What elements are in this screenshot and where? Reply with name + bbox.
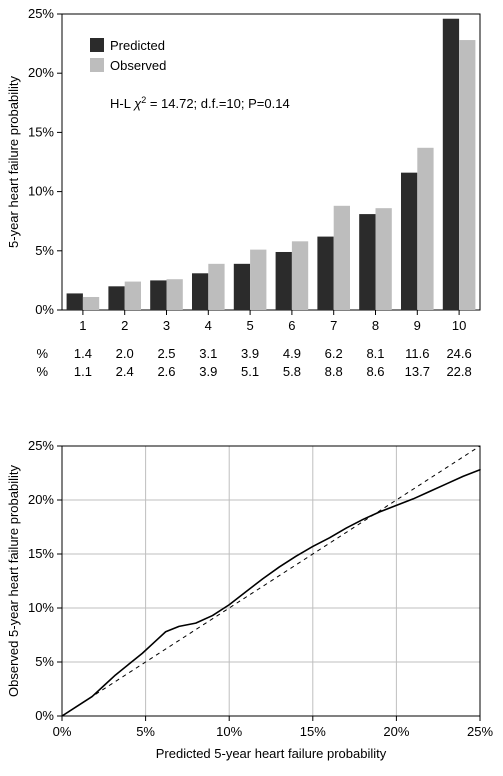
figure-page: 0%5%10%15%20%25%5-year heart failure pro… bbox=[0, 0, 503, 776]
row2-value: 1.1 bbox=[74, 364, 92, 379]
bar-predicted bbox=[317, 237, 333, 310]
bar-observed bbox=[459, 40, 475, 310]
x-tick-label: 10% bbox=[216, 724, 242, 739]
bar-predicted bbox=[443, 19, 459, 310]
y-tick-label: 15% bbox=[28, 546, 54, 561]
bar-observed bbox=[292, 241, 308, 310]
y-tick-label: 15% bbox=[28, 124, 54, 139]
bar-predicted bbox=[276, 252, 292, 310]
y-tick-label: 20% bbox=[28, 492, 54, 507]
y-tick-label: 0% bbox=[35, 302, 54, 317]
row1-value: 1.4 bbox=[74, 346, 92, 361]
x-tick-label: 5 bbox=[246, 318, 253, 333]
bar-predicted bbox=[359, 214, 375, 310]
x-tick-label: 5% bbox=[136, 724, 155, 739]
row2-value: 5.1 bbox=[241, 364, 259, 379]
x-axis-title: Predicted 5-year heart failure probabili… bbox=[156, 746, 387, 761]
bar-observed bbox=[125, 282, 141, 310]
row2-value: 3.9 bbox=[199, 364, 217, 379]
x-tick-label: 4 bbox=[205, 318, 212, 333]
bar-predicted bbox=[401, 173, 417, 310]
x-tick-label: 20% bbox=[383, 724, 409, 739]
y-tick-label: 20% bbox=[28, 65, 54, 80]
bar-chart: 0%5%10%15%20%25%5-year heart failure pro… bbox=[0, 0, 503, 430]
y-tick-label: 25% bbox=[28, 6, 54, 21]
row1-value: 3.9 bbox=[241, 346, 259, 361]
row1-value: 4.9 bbox=[283, 346, 301, 361]
calibration-chart: 0% 5% 10% 15% 20% 25% 0% 5% 10% 15% 20% 25% Predicte… bbox=[0, 430, 503, 776]
x-tick-label: 2 bbox=[121, 318, 128, 333]
x-tick-label: 15% bbox=[300, 724, 326, 739]
row1-value: 2.5 bbox=[157, 346, 175, 361]
row1-value: 3.1 bbox=[199, 346, 217, 361]
row1-value: 8.1 bbox=[366, 346, 384, 361]
row2-value: 2.4 bbox=[116, 364, 134, 379]
x-tick-label: 7 bbox=[330, 318, 337, 333]
row1-value: 6.2 bbox=[325, 346, 343, 361]
x-tick-label: 8 bbox=[372, 318, 379, 333]
x-tick-label: 25% bbox=[467, 724, 493, 739]
y-tick-label: 10% bbox=[28, 600, 54, 615]
x-tick-label: 9 bbox=[414, 318, 421, 333]
bar-observed bbox=[334, 206, 350, 310]
row2-value: 2.6 bbox=[157, 364, 175, 379]
y-tick-label: 5% bbox=[35, 654, 54, 669]
x-tick-label: 1 bbox=[79, 318, 86, 333]
row2-value: 13.7 bbox=[405, 364, 430, 379]
bar-observed bbox=[83, 297, 99, 310]
row2-value: 22.8 bbox=[446, 364, 471, 379]
legend-label-predicted: Predicted bbox=[110, 38, 165, 53]
row1-value: 11.6 bbox=[405, 346, 429, 361]
bar-observed bbox=[208, 264, 224, 310]
x-tick-label: 6 bbox=[288, 318, 295, 333]
legend-swatch-predicted bbox=[90, 38, 104, 52]
bar-observed bbox=[417, 148, 433, 310]
x-tick-label: 0% bbox=[53, 724, 72, 739]
y-tick-label: 25% bbox=[28, 438, 54, 453]
y-axis-title: 5-year heart failure probability bbox=[6, 76, 21, 248]
row1-value: 24.6 bbox=[446, 346, 471, 361]
y-tick-label: 10% bbox=[28, 184, 54, 199]
x-tick-label: 3 bbox=[163, 318, 170, 333]
y-tick-label: 0% bbox=[35, 708, 54, 723]
row-label-observed: % bbox=[36, 364, 48, 379]
y-axis-title: Observed 5-year heart failure probabilit… bbox=[6, 465, 21, 697]
bar-predicted bbox=[150, 280, 166, 310]
bar-predicted bbox=[234, 264, 250, 310]
row2-value: 5.8 bbox=[283, 364, 301, 379]
row1-value: 2.0 bbox=[116, 346, 134, 361]
bar-observed bbox=[250, 250, 266, 310]
bar-observed bbox=[167, 279, 183, 310]
bar-observed bbox=[376, 208, 392, 310]
bar-predicted bbox=[192, 273, 208, 310]
y-tick-label: 5% bbox=[35, 243, 54, 258]
bar-predicted bbox=[67, 293, 83, 310]
stat-annotation: H-L χ2 = 14.72; d.f.=10; P=0.14 bbox=[110, 95, 290, 111]
row-label-predicted: % bbox=[36, 346, 48, 361]
x-tick-label: 10 bbox=[452, 318, 466, 333]
bar-predicted bbox=[108, 286, 124, 310]
row2-value: 8.6 bbox=[366, 364, 384, 379]
legend-swatch-observed bbox=[90, 58, 104, 72]
row2-value: 8.8 bbox=[325, 364, 343, 379]
legend-label-observed: Observed bbox=[110, 58, 166, 73]
